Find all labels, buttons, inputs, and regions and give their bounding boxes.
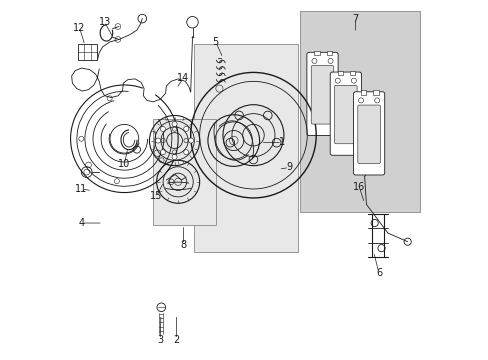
Text: 3: 3: [157, 334, 163, 345]
Bar: [78, 44, 97, 60]
Bar: [326, 51, 331, 55]
Bar: [360, 90, 366, 95]
Bar: [349, 71, 354, 75]
FancyBboxPatch shape: [353, 92, 384, 175]
Bar: [194, 44, 298, 252]
Bar: [337, 71, 343, 75]
Bar: [153, 119, 215, 225]
Text: 14: 14: [177, 73, 189, 83]
FancyBboxPatch shape: [329, 72, 361, 155]
Text: 9: 9: [285, 162, 292, 172]
Text: 11: 11: [75, 184, 87, 194]
Text: 5: 5: [212, 37, 219, 47]
Text: 8: 8: [180, 239, 186, 249]
Text: 12: 12: [73, 23, 85, 33]
Circle shape: [183, 150, 188, 155]
Text: 16: 16: [352, 182, 365, 192]
Circle shape: [172, 154, 177, 159]
Circle shape: [172, 122, 177, 127]
Circle shape: [160, 126, 165, 131]
Text: 2: 2: [173, 334, 179, 345]
Text: 1: 1: [279, 138, 285, 147]
Text: 13: 13: [98, 17, 111, 27]
Bar: [314, 51, 319, 55]
Bar: [372, 90, 378, 95]
Bar: [300, 12, 419, 212]
Circle shape: [183, 126, 188, 131]
Circle shape: [155, 138, 160, 143]
Text: 7: 7: [352, 14, 358, 24]
Circle shape: [160, 150, 165, 155]
FancyBboxPatch shape: [310, 66, 333, 124]
FancyBboxPatch shape: [306, 52, 337, 135]
Text: 10: 10: [118, 159, 130, 169]
Text: 6: 6: [375, 268, 381, 278]
Text: 4: 4: [78, 218, 84, 228]
Circle shape: [188, 138, 193, 143]
Text: 15: 15: [150, 191, 163, 201]
FancyBboxPatch shape: [334, 85, 356, 144]
FancyBboxPatch shape: [357, 105, 380, 163]
